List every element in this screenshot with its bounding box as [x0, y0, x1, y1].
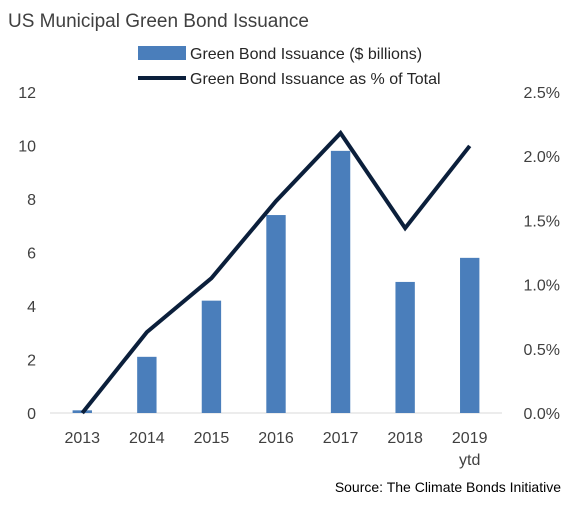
bar	[330, 150, 351, 413]
legend-label-bar: Green Bond Issuance ($ billions)	[190, 46, 422, 63]
chart-title: US Municipal Green Bond Issuance	[8, 11, 309, 32]
right-tick-label: 2.5%	[524, 85, 560, 102]
bar	[201, 300, 222, 413]
left-tick-label: 10	[18, 139, 36, 156]
right-tick-label: 1.0%	[524, 278, 560, 295]
bar	[460, 257, 480, 413]
left-tick-label: 8	[27, 192, 36, 209]
x-tick-label: 2015	[194, 430, 230, 447]
x-axis-ticks: 2013 2014 2015 2016 2017 2018 2019 ytd	[64, 430, 487, 469]
x-tick-label: 2019	[452, 430, 488, 447]
x-tick-sublabel: ytd	[459, 452, 480, 469]
right-tick-label: 0.0%	[524, 406, 560, 423]
bar-series	[72, 150, 480, 413]
right-axis-ticks: 0.0% 0.5% 1.0% 1.5% 2.0% 2.5%	[524, 85, 560, 423]
left-tick-label: 6	[27, 246, 36, 263]
legend-label-line: Green Bond Issuance as % of Total	[190, 71, 441, 88]
x-tick-label: 2017	[323, 430, 359, 447]
left-tick-label: 2	[27, 353, 36, 370]
legend-swatch-bar	[138, 46, 186, 60]
x-tick-label: 2016	[258, 430, 294, 447]
left-tick-label: 0	[27, 406, 36, 423]
right-tick-label: 1.5%	[524, 213, 560, 230]
x-tick-label: 2018	[387, 430, 423, 447]
left-tick-label: 4	[27, 299, 36, 316]
bar	[395, 281, 415, 413]
x-tick-label: 2014	[129, 430, 165, 447]
right-tick-label: 0.5%	[524, 342, 560, 359]
source-note: Source: The Climate Bonds Initiative	[335, 479, 561, 495]
legend: Green Bond Issuance ($ billions) Green B…	[138, 46, 441, 88]
x-tick-label: 2013	[64, 430, 100, 447]
right-tick-label: 2.0%	[524, 149, 560, 166]
left-tick-label: 12	[18, 85, 36, 102]
bar	[137, 356, 157, 413]
line-series	[80, 129, 472, 415]
left-axis-ticks: 0 2 4 6 8 10 12	[18, 85, 36, 423]
bar	[266, 215, 286, 413]
